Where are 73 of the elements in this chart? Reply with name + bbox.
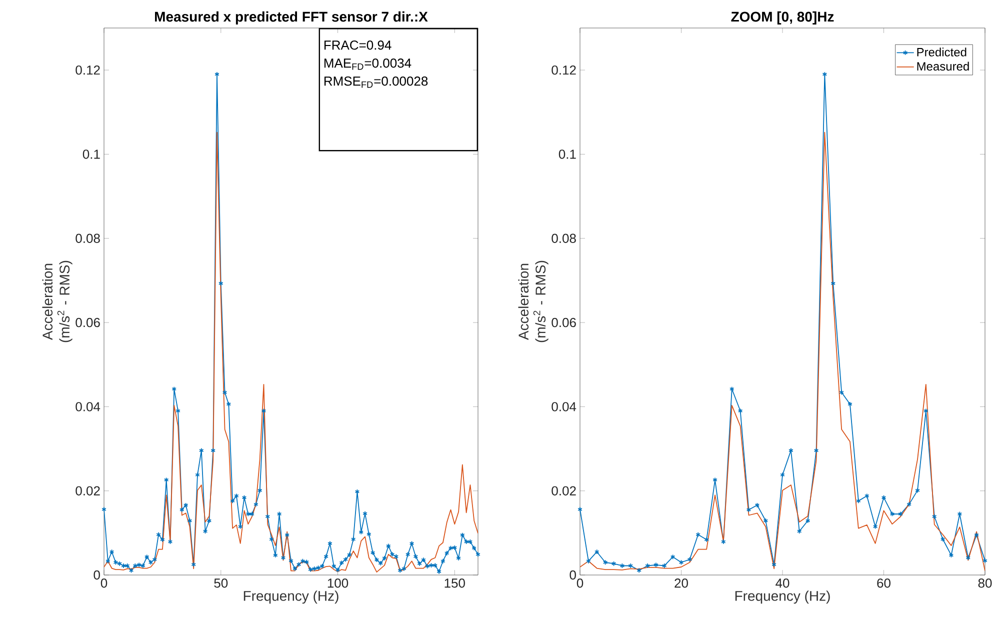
point bbox=[654, 562, 658, 568]
x-tick-label: 50 bbox=[214, 578, 228, 588]
point bbox=[932, 514, 937, 520]
y-tick-label: 0.04 bbox=[76, 402, 100, 412]
chart-title: Measured x predicted FFT sensor 7 dir.:X bbox=[155, 11, 428, 24]
x-tick-label: 20 bbox=[674, 578, 688, 588]
annotation: MAE$_{FD}$=0.0034 bbox=[324, 58, 412, 70]
y-tick-label: 0.1 bbox=[558, 150, 576, 159]
point bbox=[948, 552, 954, 558]
point bbox=[670, 554, 676, 560]
point bbox=[940, 536, 946, 542]
y-tick-label: 0.08 bbox=[76, 234, 100, 243]
y-tick-label: 0.02 bbox=[76, 486, 100, 496]
x-tick-label: 0 bbox=[576, 578, 584, 588]
x-tick-label: 80 bbox=[978, 578, 992, 588]
point bbox=[687, 556, 692, 562]
point bbox=[636, 568, 642, 574]
point bbox=[763, 518, 768, 524]
point bbox=[586, 558, 591, 564]
point bbox=[814, 448, 819, 454]
x-tick-label: 40 bbox=[776, 578, 790, 588]
x-tick-label: 0 bbox=[100, 578, 108, 588]
point bbox=[974, 532, 979, 538]
y-tick-label: 0 bbox=[570, 570, 576, 580]
point bbox=[881, 494, 886, 500]
legend-label: Predicted bbox=[917, 48, 966, 56]
point bbox=[797, 528, 802, 534]
point bbox=[721, 539, 726, 544]
annotation: RMSE$_{FD}$=0.00028 bbox=[324, 76, 428, 88]
x-axis-title: Frequency (Hz) bbox=[735, 590, 830, 604]
point bbox=[746, 507, 752, 512]
point bbox=[872, 524, 878, 530]
point bbox=[620, 563, 625, 568]
point bbox=[890, 511, 895, 517]
point bbox=[915, 488, 920, 494]
x-tick-label: 60 bbox=[877, 578, 890, 588]
point bbox=[839, 390, 844, 396]
point bbox=[738, 408, 743, 414]
point bbox=[856, 498, 861, 504]
point bbox=[898, 511, 903, 517]
point bbox=[730, 386, 734, 392]
point bbox=[662, 563, 667, 568]
y-tick-label: 0.02 bbox=[552, 486, 576, 496]
x-tick-label: 100 bbox=[328, 578, 348, 588]
y-tick-label: 0.08 bbox=[552, 234, 576, 243]
point bbox=[848, 402, 852, 407]
point bbox=[772, 562, 776, 568]
x-axis-title: Frequency (Hz) bbox=[244, 590, 338, 604]
annotation: FRAC=0.94 bbox=[324, 40, 392, 50]
point bbox=[704, 537, 709, 542]
point bbox=[788, 448, 794, 454]
point bbox=[696, 532, 700, 538]
y-tick-label: 0.12 bbox=[552, 65, 576, 75]
y-tick-label: 0.06 bbox=[552, 318, 576, 328]
point bbox=[754, 502, 760, 508]
x-tick-label: 150 bbox=[444, 578, 465, 588]
legend-label: Measured bbox=[917, 62, 969, 71]
y-tick-label: 0.1 bbox=[82, 150, 100, 159]
point bbox=[822, 72, 828, 77]
point bbox=[906, 502, 912, 507]
point bbox=[628, 563, 633, 568]
point bbox=[805, 518, 810, 524]
point bbox=[602, 560, 608, 566]
y-tick-label: 0.12 bbox=[76, 65, 100, 75]
point bbox=[645, 563, 650, 568]
point bbox=[864, 493, 870, 499]
point bbox=[966, 555, 970, 560]
point bbox=[830, 280, 836, 286]
y-tick-label: 0.04 bbox=[552, 402, 576, 412]
chart-title: ZOOM [0, 80]Hz bbox=[731, 11, 834, 24]
y-tick-label: 0.06 bbox=[76, 318, 100, 328]
y-tick-label: 0 bbox=[94, 570, 100, 580]
point bbox=[678, 560, 684, 566]
